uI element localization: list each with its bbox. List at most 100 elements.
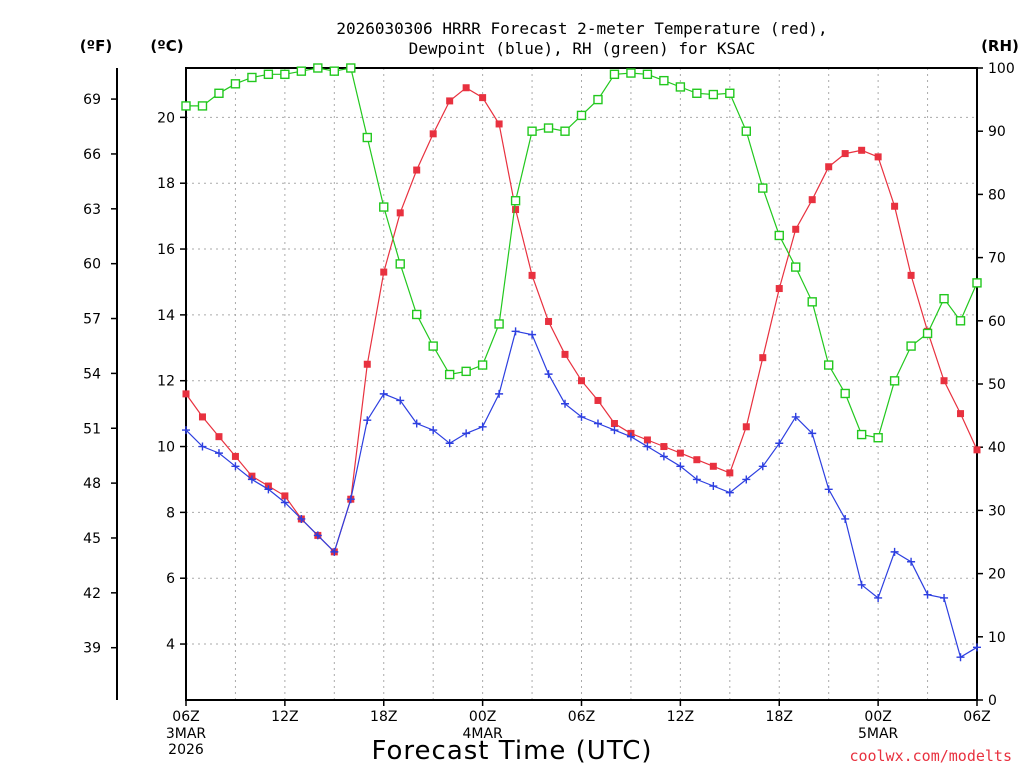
- x-tick-label: 12Z: [667, 709, 694, 725]
- rh-unit-label: (RH): [981, 37, 1019, 55]
- dewpoint-marker: [462, 429, 471, 438]
- dewpoint-marker: [890, 547, 899, 556]
- relative-humidity-marker: [395, 259, 405, 269]
- temperature-marker: [973, 446, 981, 454]
- dewpoint-marker: [692, 475, 701, 484]
- dewpoint-marker: [841, 514, 850, 523]
- temperature-marker: [808, 196, 816, 204]
- temperature-marker: [182, 390, 190, 398]
- relative-humidity-marker: [972, 278, 982, 288]
- relative-humidity-marker: [955, 316, 966, 326]
- dewpoint-marker: [511, 327, 520, 336]
- fahrenheit-tick-label: 54: [83, 366, 101, 382]
- temperature-marker: [528, 271, 536, 279]
- temperature-marker: [907, 271, 915, 279]
- relative-humidity-marker: [181, 101, 191, 111]
- dewpoint-marker: [593, 419, 602, 428]
- dewpoint-marker: [874, 593, 883, 602]
- temperature-marker: [792, 225, 800, 233]
- relative-humidity-marker: [412, 309, 422, 320]
- dewpoint-marker: [528, 330, 537, 339]
- fahrenheit-tick-label: 63: [83, 202, 101, 218]
- dewpoint-marker: [182, 426, 190, 435]
- dewpoint-marker: [659, 452, 668, 461]
- fahrenheit-tick-label: 66: [83, 147, 101, 163]
- temperature-marker: [759, 354, 767, 362]
- relative-humidity-marker: [659, 75, 669, 86]
- chart-title-line-2: Dewpoint (blue), RH (green) for KSAC: [409, 39, 756, 58]
- relative-humidity-marker: [856, 429, 867, 440]
- relative-humidity-marker: [774, 230, 784, 241]
- relative-humidity-marker: [197, 101, 208, 111]
- fahrenheit-tick-label: 60: [83, 257, 101, 273]
- fahrenheit-tick-label: 45: [83, 531, 101, 547]
- relative-humidity-marker: [461, 366, 471, 377]
- temperature-marker: [512, 206, 520, 214]
- relative-humidity-marker: [840, 388, 850, 399]
- rh-tick-label: 0: [988, 693, 997, 709]
- temperature-marker: [594, 396, 602, 404]
- relative-humidity-marker: [444, 369, 455, 380]
- temperature-marker: [610, 420, 618, 427]
- fahrenheit-unit-label: (ºF): [80, 37, 112, 55]
- x-axis-title: Forecast Time (UTC): [371, 736, 652, 766]
- credit-link[interactable]: coolwx.com/modelts: [849, 747, 1012, 765]
- celsius-tick-label: 8: [166, 505, 175, 521]
- dewpoint-marker: [824, 485, 833, 494]
- x-tick-label: 18Z: [370, 709, 397, 725]
- relative-humidity-marker: [494, 319, 504, 329]
- dewpoint-marker: [280, 498, 289, 507]
- dewpoint-marker: [412, 419, 421, 428]
- dewpoint-marker: [330, 547, 339, 556]
- temperature-marker: [413, 166, 421, 174]
- x-tick-label: 00Z: [864, 709, 891, 725]
- dewpoint-marker: [626, 432, 635, 441]
- relative-humidity-marker: [939, 293, 949, 304]
- dewpoint-marker: [775, 439, 784, 448]
- temperature-marker: [215, 433, 223, 441]
- relative-humidity-marker: [807, 297, 817, 307]
- x-tick-label: 18Z: [766, 709, 793, 725]
- temperature-marker: [380, 268, 388, 276]
- rh-tick-label: 80: [988, 187, 1006, 203]
- relative-humidity-marker: [543, 123, 554, 133]
- celsius-tick-label: 20: [157, 110, 175, 126]
- relative-humidity-marker: [346, 63, 356, 73]
- celsius-tick-label: 16: [157, 242, 175, 258]
- plot-series: [181, 63, 982, 662]
- rh-tick-label: 60: [988, 314, 1006, 330]
- temperature-marker: [231, 452, 239, 460]
- dewpoint-marker: [445, 439, 454, 448]
- x-tick-date-label: 3MAR: [166, 726, 207, 742]
- relative-humidity-marker: [313, 63, 323, 73]
- dewpoint-marker: [478, 422, 487, 431]
- dewpoint-marker: [940, 593, 949, 602]
- relative-humidity-marker: [428, 341, 438, 351]
- relative-humidity-marker: [247, 72, 257, 83]
- temperature-marker: [825, 163, 833, 171]
- temperature-marker: [396, 209, 404, 217]
- chart-title-line-1: 2026030306 HRRR Forecast 2-meter Tempera…: [336, 19, 827, 38]
- celsius-tick-label: 6: [166, 571, 175, 587]
- temperature-marker: [858, 146, 866, 154]
- fahrenheit-tick-label: 51: [83, 421, 101, 437]
- x-tick-date-label: 4MAR: [462, 726, 503, 742]
- temperature-marker: [643, 436, 651, 444]
- dewpoint-marker: [495, 389, 504, 398]
- fahrenheit-tick-label: 39: [83, 641, 101, 657]
- dewpoint-marker: [973, 643, 981, 652]
- relative-humidity-marker: [626, 68, 636, 78]
- dewpoint-marker: [297, 514, 306, 523]
- dewpoint-marker: [758, 462, 767, 471]
- dewpoint-marker: [709, 482, 718, 491]
- celsius-tick-label: 10: [157, 440, 175, 456]
- x-tick-label: 12Z: [271, 709, 298, 725]
- dewpoint-marker: [214, 449, 223, 458]
- temperature-marker: [891, 202, 899, 210]
- relative-humidity-marker: [906, 341, 916, 351]
- temperature-marker: [874, 153, 882, 161]
- relative-humidity-marker: [609, 69, 620, 80]
- temperature-marker: [726, 469, 734, 477]
- dewpoint-marker: [907, 557, 916, 566]
